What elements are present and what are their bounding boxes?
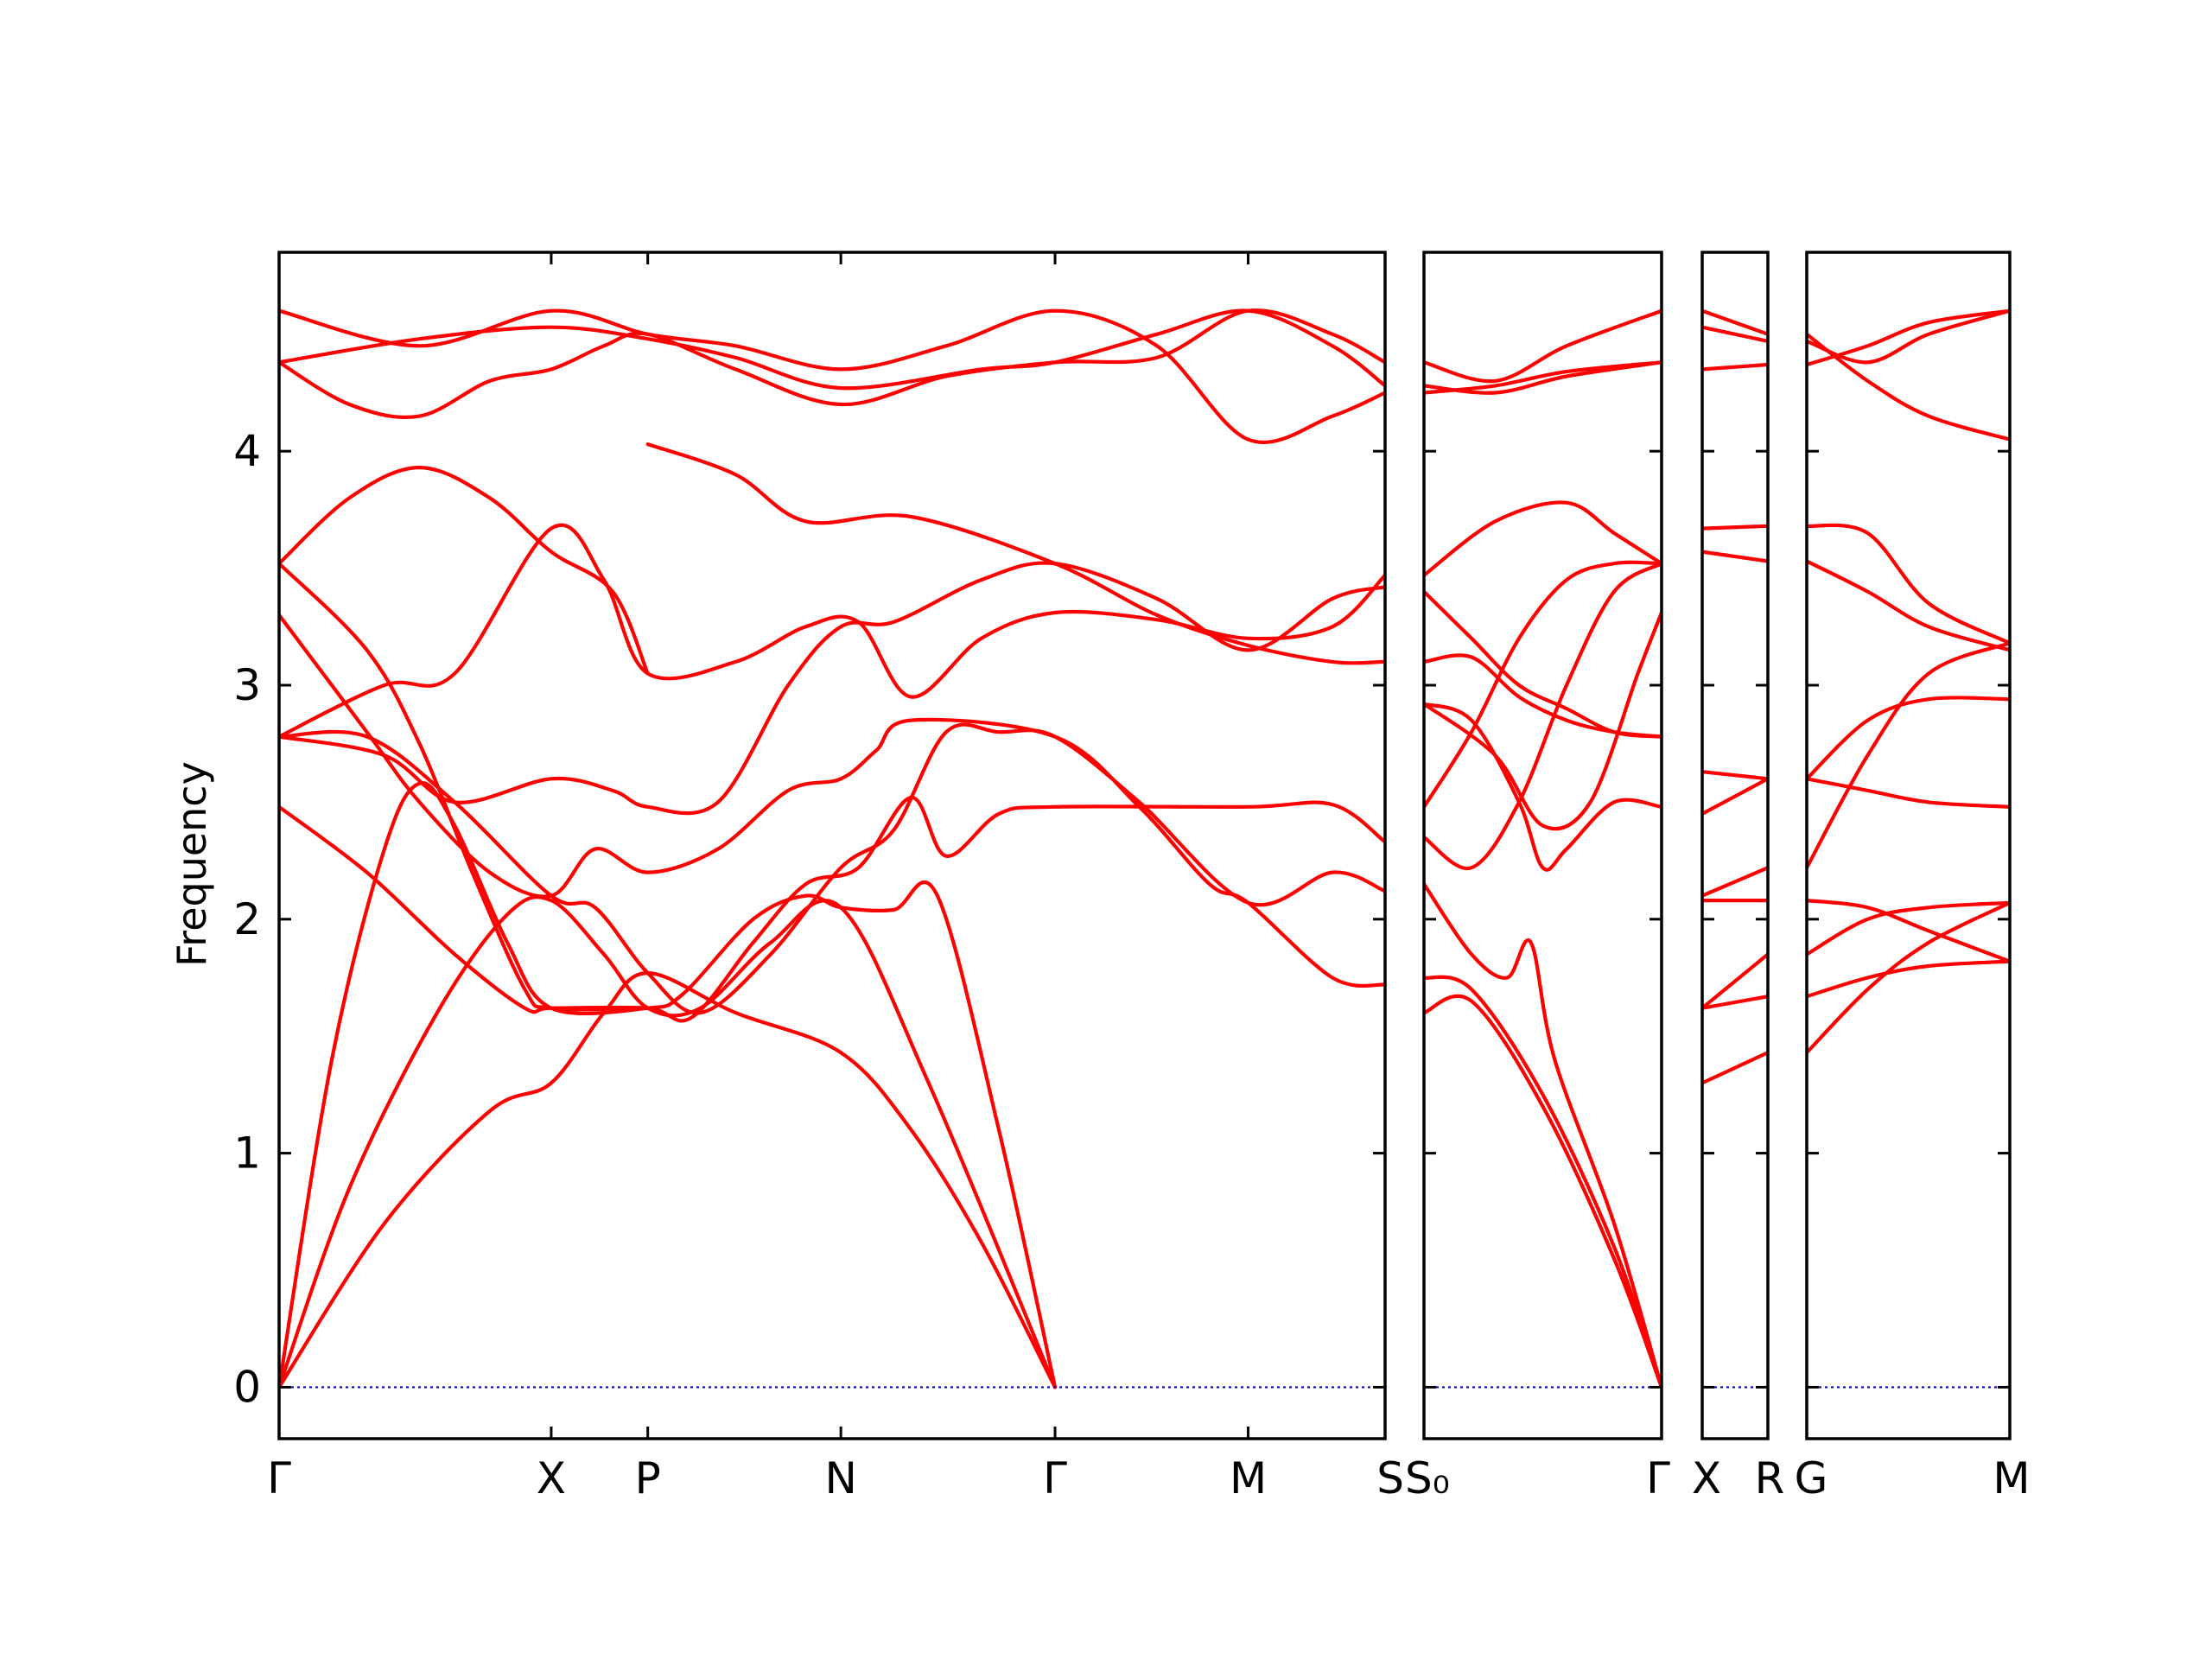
phonon-band-line — [1702, 770, 1768, 781]
panel-3-bands — [1702, 308, 1768, 1389]
phonon-band-line — [1424, 562, 1662, 871]
x-tick-label: R — [1755, 1453, 1785, 1503]
phonon-band-line — [1702, 325, 1768, 343]
phonon-band-line — [1807, 308, 2010, 365]
x-tick-label: Γ — [1043, 1453, 1067, 1503]
phonon-band-line — [279, 613, 1385, 988]
phonon-band-line — [279, 561, 1385, 816]
x-tick-label: Γ — [1646, 1453, 1670, 1503]
phonon-band-line — [1424, 560, 1662, 809]
panel-3-frame — [1700, 251, 1770, 1440]
phonon-band-line — [645, 442, 1385, 665]
phonon-band-line — [1807, 523, 2010, 645]
band-layer — [279, 308, 2010, 1389]
phonon-band-line — [1807, 559, 2010, 652]
y-tick-label: 2 — [233, 894, 261, 944]
x-tick-label: Γ — [267, 1453, 291, 1503]
x-tick-label: X — [537, 1453, 566, 1503]
phonon-band-line — [1424, 308, 1662, 384]
phonon-band-line — [1702, 308, 1768, 336]
phonon-band-line — [1807, 959, 2010, 999]
phonon-band-line — [1702, 1051, 1768, 1085]
y-axis-label: Frequency — [168, 761, 215, 967]
phonon-band-line — [1807, 900, 2010, 957]
panel-2-frame — [1422, 251, 1663, 1440]
panel-1-bands — [279, 308, 1385, 1389]
phonon-band-line — [1702, 952, 1768, 1010]
x-tick-label: X — [1692, 1453, 1721, 1503]
y-tick-label: 3 — [233, 660, 261, 710]
phonon-band-line — [1702, 866, 1768, 898]
phonon-band-line — [1807, 777, 2010, 809]
x-tick-label: P — [635, 1453, 661, 1503]
phonon-band-line — [279, 971, 1058, 1389]
phonon-band-line — [279, 308, 1385, 420]
phonon-band-line — [279, 895, 1058, 1389]
phonon-band-line — [1807, 332, 2010, 442]
phonon-band-line — [1424, 975, 1662, 1389]
x-tick-label: N — [824, 1453, 856, 1503]
frame-layer — [277, 251, 2012, 1440]
x-tick-label: G — [1795, 1453, 1828, 1503]
tick-layer — [277, 252, 2012, 1439]
phonon-band-line — [1424, 994, 1662, 1389]
phonon-band-line — [279, 781, 1058, 1389]
y-tick-label: 0 — [233, 1362, 261, 1412]
panel-2-bands — [1424, 308, 1662, 1389]
phonon-band-line — [1702, 995, 1768, 1010]
phonon-band-line — [1424, 360, 1662, 395]
y-tick-label: 4 — [233, 426, 261, 476]
phonon-band-line — [1424, 610, 1662, 831]
panel-1-frame — [277, 251, 1387, 1440]
x-tick-label: M — [1230, 1453, 1267, 1503]
phonon-band-line — [1807, 641, 2010, 870]
phonon-band-line — [1702, 524, 1768, 531]
x-tick-label: S — [1376, 1453, 1404, 1503]
phonon-band-line — [1807, 900, 2010, 1055]
phonon-band-line — [1807, 696, 2010, 781]
phonon-band-line — [279, 308, 1385, 391]
x-tick-label: M — [1993, 1453, 2030, 1503]
phonon-band-line — [279, 722, 1385, 1015]
phonon-band-line — [1702, 362, 1768, 372]
phonon-band-line — [1424, 882, 1662, 1389]
phonon-band-line — [1424, 702, 1662, 872]
phonon-band-line — [279, 308, 1385, 445]
panel-4-frame — [1805, 251, 2012, 1440]
phonon-band-line — [1702, 777, 1768, 816]
x-tick-label: S₀ — [1405, 1453, 1450, 1503]
phonon-band-line — [279, 795, 1385, 1023]
panel-4-bands — [1807, 308, 2010, 1389]
phonon-band-line — [1702, 550, 1768, 563]
y-tick-label: 1 — [233, 1128, 261, 1179]
phonon-band-line — [279, 466, 650, 676]
phonon-band-line — [1424, 653, 1662, 739]
phonon-band-line — [1424, 500, 1662, 577]
phonon-band-line — [279, 562, 650, 1012]
phonon-band-line — [1807, 899, 2010, 963]
phonon-band-line — [1424, 589, 1662, 739]
